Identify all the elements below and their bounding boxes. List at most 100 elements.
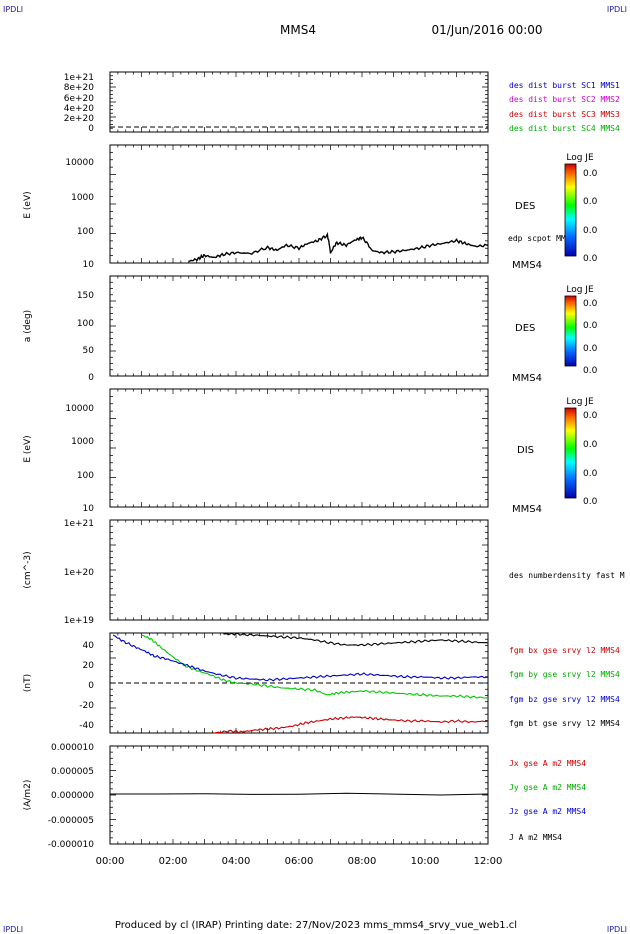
panel-2-minor-ticks	[109, 144, 489, 264]
p1-ytick-2: 6e+20	[64, 94, 95, 104]
p7-ytick-3: -0.000005	[48, 816, 94, 826]
p2-ytick-3: 10	[83, 260, 95, 270]
p2-instrument-label: DES	[515, 201, 535, 212]
p3-instrument-label: DES	[515, 323, 535, 334]
p6-legend-by: fgm by gse srvy l2 MMS4	[509, 670, 620, 679]
p4-cbtick-1: 0.0	[583, 440, 598, 450]
x-axis: 00:00 02:00 04:00 06:00 08:00 10:00 12:0…	[96, 856, 503, 867]
p4-cbtick-0: 0.0	[583, 411, 598, 421]
corner-mark-bottom-left: IPDLI	[3, 925, 23, 934]
p3-ytick-3: 0	[88, 373, 94, 383]
p6-ytick-3: -20	[79, 701, 94, 711]
p7-ytick-2: 0.000000	[51, 791, 94, 801]
p7-legend-jx: Jx gse A m2 MMS4	[509, 759, 586, 768]
p1-legend-mms3: des dist burst SC3 MMS3	[509, 110, 620, 119]
footer-credit: Produced by cl (IRAP) Printing date: 27/…	[115, 920, 517, 931]
p2-cbtick-0: 0.0	[583, 169, 598, 179]
panel-2: E (eV) 10000 1000 100 10 DES edp scpot M…	[23, 144, 598, 271]
corner-mark-top-left: IPDLI	[3, 5, 23, 14]
panel-6: (nT) 40 20 0 -20 -40 fgm bx gse srvy l2 …	[23, 632, 620, 734]
p6-tick-marks	[109, 632, 489, 734]
p7-legend-jz: Jz gse A m2 MMS4	[509, 807, 586, 816]
panel-5: (cm^-3) 1e+21 1e+20 1e+19 des numberdens…	[23, 519, 625, 626]
p5-ytick-2: 1e+19	[64, 616, 95, 626]
xtick-3: 06:00	[285, 856, 314, 867]
p1-legend-mms1: des dist burst SC1 MMS1	[509, 81, 620, 90]
panel-3: a (deg) 150 100 50 0 DES MMS4 Log JE 0.0…	[23, 275, 598, 384]
panel-4-frame	[109, 388, 489, 508]
p6-ylabel: (nT)	[23, 674, 33, 692]
p6-ytick-4: -40	[79, 721, 94, 731]
p7-legend-j: J A m2 MMS4	[509, 833, 562, 842]
p5-legend-density: des numberdensity fast M	[509, 571, 625, 580]
p2-ytick-0: 10000	[65, 158, 94, 168]
xtick-1: 02:00	[159, 856, 188, 867]
p6-bx-line	[213, 716, 489, 734]
p1-ytick-3: 4e+20	[64, 104, 95, 114]
p5-ytick-1: 1e+20	[64, 568, 95, 578]
panel-5-minor-ticks	[109, 519, 489, 621]
p7-legend-jy: Jy gse A m2 MMS4	[509, 783, 586, 792]
p3-tick-marks	[109, 275, 489, 377]
p3-cbtick-1: 0.0	[583, 321, 598, 331]
panel-4: E (eV) 10000 1000 100 10 DIS MMS4 Log JE…	[23, 388, 598, 515]
p3-ytick-2: 50	[83, 346, 95, 356]
p6-bt-line	[223, 632, 489, 647]
p3-cbtick-2: 0.0	[583, 344, 598, 354]
p2-ytick-1: 1000	[71, 193, 94, 203]
xtick-0: 00:00	[96, 856, 125, 867]
p3-cbtick-0: 0.0	[583, 299, 598, 309]
p4-cbtick-2: 0.0	[583, 469, 598, 479]
p1-tick-marks	[109, 71, 489, 133]
p2-cbtick-1: 0.0	[583, 197, 598, 207]
panel-4-minor-ticks	[109, 388, 489, 508]
p6-ytick-0: 40	[83, 641, 95, 651]
p1-ytick-0: 1e+21	[64, 73, 94, 83]
p4-ytick-0: 10000	[65, 404, 94, 414]
panel-1: 1e+21 8e+20 6e+20 4e+20 2e+20 0 des dist…	[64, 71, 620, 134]
p2-ytick-2: 100	[77, 227, 94, 237]
p2-colorbar	[564, 163, 577, 257]
p1-ytick-5: 0	[88, 124, 94, 134]
panel-1-minor-ticks	[109, 71, 489, 133]
p2-colorbar-title: Log JE	[566, 153, 594, 163]
figure-title: MMS4	[280, 23, 316, 37]
p4-cbtick-3: 0.0	[583, 497, 598, 507]
p1-legend-mms2: des dist burst SC2 MMS2	[509, 95, 620, 104]
p3-sc-label: MMS4	[512, 373, 542, 384]
p4-instrument-label: DIS	[517, 445, 534, 456]
xtick-4: 08:00	[348, 856, 377, 867]
p1-ytick-4: 2e+20	[64, 114, 95, 124]
corner-mark-top-right: IPDLI	[607, 5, 627, 14]
p2-tick-marks	[109, 144, 489, 264]
figure-date: 01/Jun/2016 00:00	[431, 23, 542, 37]
p2-line-label: edp scpot MMS4	[508, 234, 576, 243]
corner-mark-bottom-right: IPDLI	[607, 925, 627, 934]
p4-tick-marks	[109, 388, 489, 508]
p3-cbtick-3: 0.0	[583, 366, 598, 376]
panel-3-minor-ticks	[109, 275, 489, 377]
panel-1-frame	[109, 71, 489, 133]
p2-ylabel: E (eV)	[23, 191, 33, 218]
p2-cbtick-3: 0.0	[583, 254, 598, 264]
p2-sc-label: MMS4	[512, 260, 542, 271]
xtick-5: 10:00	[411, 856, 440, 867]
p3-colorbar-title: Log JE	[566, 285, 594, 295]
panel-7: (A/m2) 0.000010 0.000005 0.000000 -0.000…	[23, 743, 586, 850]
p6-legend-bx: fgm bx gse srvy l2 MMS4	[509, 646, 620, 655]
p4-ytick-2: 100	[77, 471, 94, 481]
panel-7-minor-ticks	[109, 745, 489, 845]
p4-ytick-1: 1000	[71, 437, 94, 447]
p6-legend-bz: fgm bz gse srvy l2 MMS4	[509, 695, 620, 704]
p1-ytick-1: 8e+20	[64, 83, 95, 93]
panel-3-frame	[109, 275, 489, 377]
p6-ytick-2: 0	[88, 681, 94, 691]
p2-cbtick-2: 0.0	[583, 226, 598, 236]
p6-legend-bt: fgm bt gse srvy l2 MMS4	[509, 719, 620, 728]
p4-colorbar	[564, 407, 577, 499]
panel-6-minor-ticks	[109, 632, 489, 734]
p7-j-line	[110, 792, 489, 796]
p7-ytick-0: 0.000010	[51, 743, 94, 753]
p4-colorbar-title: Log JE	[566, 397, 594, 407]
p1-legend-mms4: des dist burst SC4 MMS4	[509, 124, 620, 133]
